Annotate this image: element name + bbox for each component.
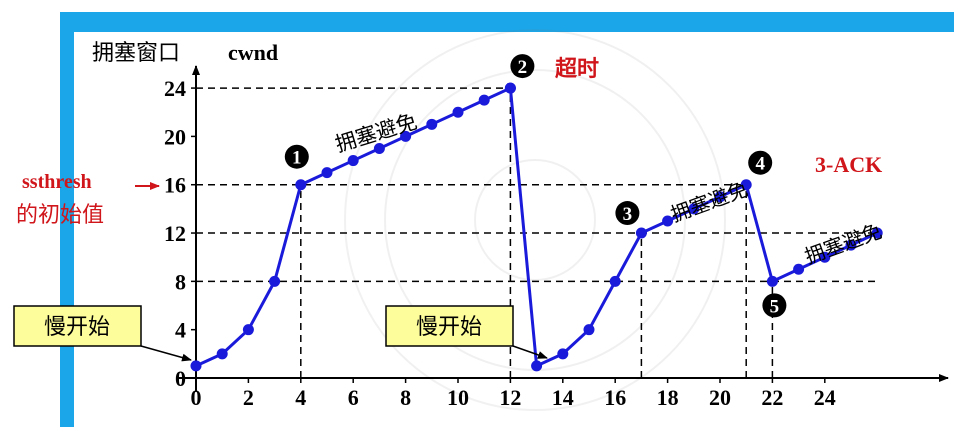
y-tick-label: 8 bbox=[175, 269, 186, 294]
y-ticks: 0 4 8 12 16 20 24 bbox=[164, 76, 196, 391]
cwnd-data-point bbox=[504, 82, 516, 94]
cwnd-data-point bbox=[557, 348, 569, 360]
cwnd-data-point bbox=[819, 251, 831, 263]
x-tick-label: 6 bbox=[348, 385, 359, 410]
step-marker-number: 5 bbox=[770, 296, 780, 317]
cwnd-data-point bbox=[190, 360, 202, 372]
cwnd-data-point bbox=[583, 324, 595, 336]
x-tick-label: 24 bbox=[814, 385, 836, 410]
x-tick-label: 8 bbox=[400, 385, 411, 410]
cwnd-data-point bbox=[347, 155, 359, 167]
cwnd-data-point bbox=[242, 324, 254, 336]
x-tick-label: 18 bbox=[657, 385, 679, 410]
x-tick-label: 16 bbox=[604, 385, 626, 410]
y-tick-label: 16 bbox=[164, 173, 186, 198]
cwnd-data-point bbox=[793, 263, 805, 275]
congestion-avoidance-label: 拥塞避免 bbox=[802, 219, 885, 269]
timeout-label: 超时 bbox=[555, 57, 599, 82]
x-tick-label: 10 bbox=[447, 385, 469, 410]
svg-text:慢开始: 慢开始 bbox=[44, 315, 110, 340]
slow-start-callout: 慢开始 bbox=[385, 305, 548, 359]
cwnd-data-point bbox=[452, 106, 464, 118]
cwnd-data-point bbox=[688, 203, 700, 215]
step-marker-number: 3 bbox=[623, 204, 633, 225]
step-marker-3 bbox=[615, 201, 640, 226]
step-marker-5 bbox=[762, 293, 787, 318]
cwnd-data-point bbox=[216, 348, 228, 360]
y-axis-unit: cwnd bbox=[228, 40, 278, 65]
reference-lines bbox=[196, 87, 878, 378]
cwnd-data-point bbox=[662, 215, 674, 227]
x-tick-label: 22 bbox=[761, 385, 783, 410]
cwnd-data-point bbox=[609, 275, 621, 287]
x-ticks: 0 2 4 6 8 10 12 14 16 18 20 22 24 bbox=[191, 378, 836, 410]
y-tick-label: 0 bbox=[175, 366, 186, 391]
x-tick-label: 20 bbox=[709, 385, 731, 410]
y-tick-label: 20 bbox=[164, 124, 186, 149]
x-tick-label: 12 bbox=[499, 385, 521, 410]
cwnd-data-point bbox=[321, 167, 333, 179]
step-marker-number: 2 bbox=[518, 57, 528, 78]
series-layer bbox=[190, 82, 883, 372]
cwnd-data-point bbox=[845, 239, 857, 251]
cwnd-data-point bbox=[740, 179, 752, 191]
step-marker-number: 1 bbox=[292, 148, 302, 169]
cwnd-data-point bbox=[400, 130, 412, 142]
y-tick-label: 4 bbox=[175, 318, 186, 343]
cwnd-data-point bbox=[871, 227, 883, 239]
cwnd-data-point bbox=[531, 360, 543, 372]
y-axis-label: 拥塞窗口 bbox=[92, 41, 180, 66]
x-tick-label: 2 bbox=[243, 385, 254, 410]
svg-text:慢开始: 慢开始 bbox=[416, 315, 482, 340]
top-bar bbox=[60, 12, 954, 32]
cwnd-data-point bbox=[635, 227, 647, 239]
x-tick-label: 4 bbox=[295, 385, 306, 410]
cwnd-data-point bbox=[295, 179, 307, 191]
y-tick-label: 12 bbox=[164, 221, 186, 246]
step-marker-2 bbox=[510, 54, 535, 79]
markers-layer: 1 2 3 4 5 bbox=[284, 54, 787, 318]
ssthresh-initial-label: 的初始值 bbox=[16, 203, 104, 228]
ssthresh-label: ssthresh bbox=[22, 171, 92, 193]
three-ack-label: 3-ACK bbox=[815, 152, 882, 177]
step-marker-4 bbox=[748, 150, 773, 175]
cwnd-data-point bbox=[766, 275, 778, 287]
cwnd-data-point bbox=[269, 275, 281, 287]
slow-start-callout: 慢开始 bbox=[13, 305, 192, 362]
step-marker-number: 4 bbox=[755, 154, 765, 175]
cwnd-data-point bbox=[373, 142, 385, 154]
x-tick-label: 14 bbox=[552, 385, 574, 410]
x-tick-label: 0 bbox=[191, 385, 202, 410]
y-tick-label: 24 bbox=[164, 76, 186, 101]
cwnd-data-point bbox=[714, 191, 726, 203]
cwnd-data-point bbox=[478, 94, 490, 106]
cwnd-data-point bbox=[426, 118, 438, 130]
step-marker-1 bbox=[284, 144, 309, 169]
